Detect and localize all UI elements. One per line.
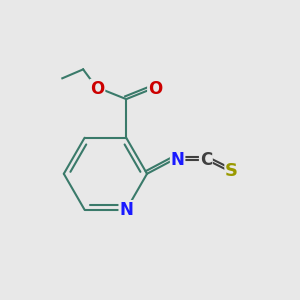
Text: C: C (200, 152, 212, 169)
Text: O: O (148, 80, 162, 98)
Text: N: N (119, 201, 133, 219)
Text: O: O (90, 80, 104, 98)
Text: N: N (171, 151, 184, 169)
Text: S: S (225, 162, 238, 180)
